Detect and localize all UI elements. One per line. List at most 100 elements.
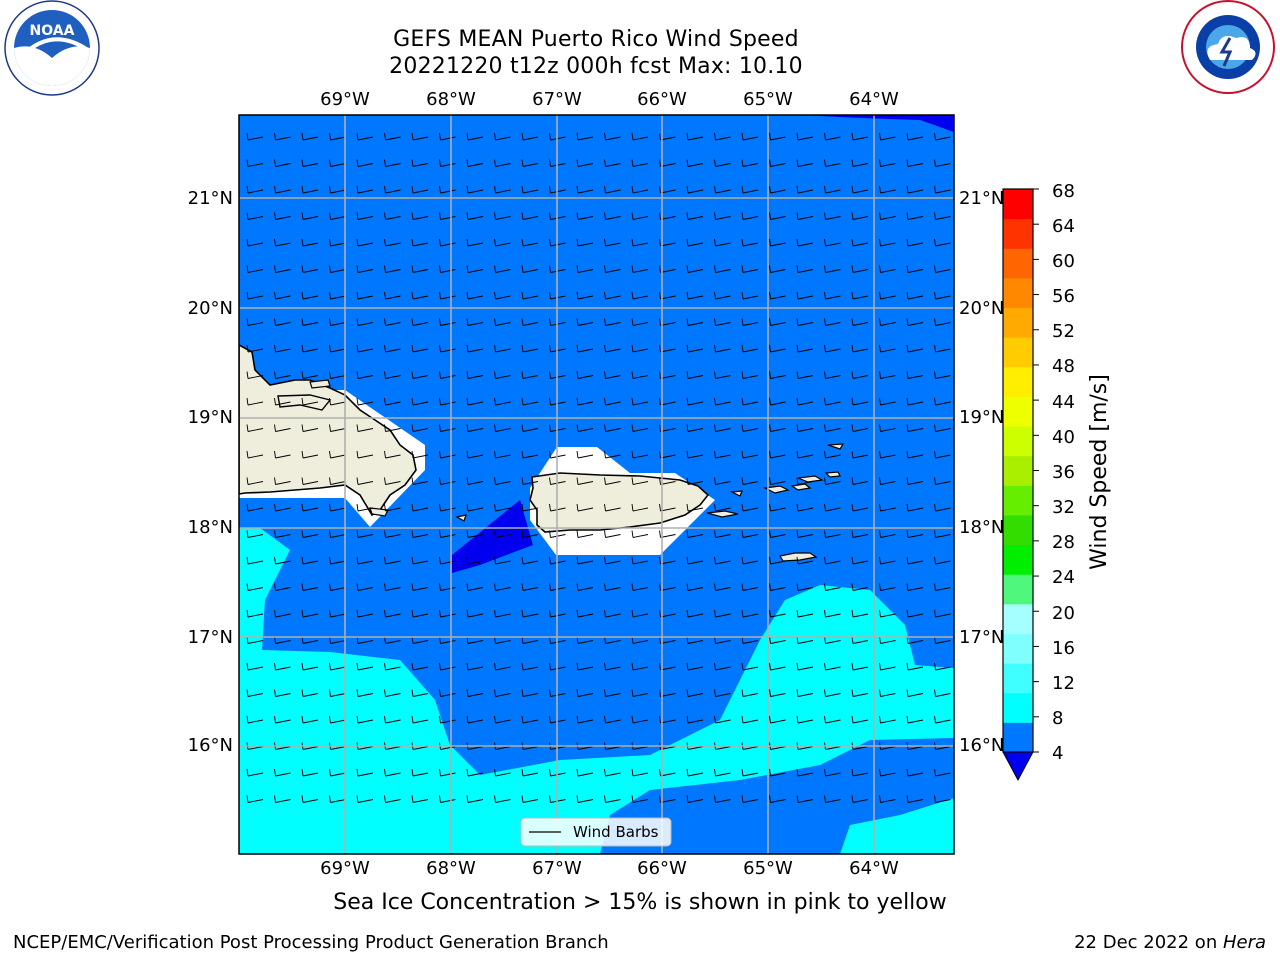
wind-barb <box>274 344 291 353</box>
wind-barb <box>494 795 511 803</box>
wind-barb <box>549 291 566 300</box>
footer-credit: NCEP/EMC/Verification Post Processing Pr… <box>13 932 609 953</box>
wind-barb <box>796 185 814 194</box>
wind-barb <box>494 397 511 406</box>
wind-barb <box>686 450 704 459</box>
wind-barb <box>411 477 429 485</box>
wind-barb <box>906 556 924 565</box>
wind-barb <box>851 477 869 485</box>
wind-barb <box>769 318 786 326</box>
wind-barb <box>576 477 594 485</box>
wind-barb <box>686 662 704 671</box>
wind-barb <box>521 583 539 591</box>
wind-barb <box>741 344 759 353</box>
wind-barb <box>659 265 676 273</box>
wind-barb <box>604 159 621 167</box>
wind-barb <box>714 556 731 565</box>
wind-barb <box>769 185 786 194</box>
wind-barb <box>906 795 924 803</box>
wind-barb <box>576 609 594 618</box>
wind-barb <box>851 318 869 326</box>
wind-barb <box>659 662 676 671</box>
wind-barb <box>576 238 594 247</box>
wind-barb <box>879 185 896 194</box>
wind-barb <box>411 265 429 273</box>
wind-barb <box>356 424 374 432</box>
wind-barb <box>879 238 896 247</box>
wind-barb <box>934 159 951 167</box>
wind-barb <box>934 212 951 220</box>
wind-barb <box>796 159 814 167</box>
footer-machine: Hera <box>1222 932 1266 953</box>
wind-barb <box>769 265 786 273</box>
wind-barb <box>411 503 429 512</box>
wind-barb <box>906 715 924 724</box>
land-vieques <box>706 510 739 518</box>
wind-barb <box>576 371 594 379</box>
lat-label-left: 17°N <box>188 627 233 648</box>
wind-barb <box>824 715 841 724</box>
colorbar-segment <box>1003 722 1033 753</box>
wind-barb <box>714 530 731 538</box>
wind-barb <box>604 583 621 591</box>
wind-barb <box>521 768 539 777</box>
wind-barb <box>384 424 401 432</box>
land-st-john <box>790 483 812 491</box>
wind-barb <box>879 424 896 432</box>
wind-barb <box>631 689 649 697</box>
wind-barb <box>411 132 429 141</box>
wind-barb <box>769 477 786 485</box>
wind-barb <box>576 450 594 459</box>
wind-barb <box>549 795 566 803</box>
wind-barb <box>274 397 291 406</box>
wind-barb <box>274 662 291 671</box>
wind-barb <box>356 318 374 326</box>
wind-barb <box>494 265 511 273</box>
wind-barb <box>824 318 841 326</box>
wind-barb <box>934 397 951 406</box>
wind-barb <box>604 556 621 565</box>
wind-barb <box>796 715 814 724</box>
axis-labels: 69°W 68°W 67°W 66°W 65°W 64°W 69°W 68°W … <box>188 89 1005 879</box>
wind-barb <box>356 477 374 485</box>
wind-barb <box>356 265 374 273</box>
wind-barb <box>494 662 511 671</box>
wind-barb <box>604 265 621 273</box>
wind-barb <box>274 715 291 724</box>
wind-barb <box>384 371 401 379</box>
wind-barb <box>301 344 319 353</box>
land-puerto-rico <box>529 472 710 533</box>
wind-barb <box>384 132 401 141</box>
wind-barb <box>934 689 951 697</box>
wind-barb <box>824 583 841 591</box>
wind-barb <box>824 185 841 194</box>
wind-barb <box>741 318 759 326</box>
wind-barb <box>549 450 566 459</box>
wind-barb <box>329 662 346 671</box>
wind-barb <box>274 185 291 194</box>
wind-barb <box>411 212 429 220</box>
colorbar-segment <box>1003 218 1033 249</box>
wind-barb <box>604 530 621 538</box>
wind-barb <box>274 291 291 300</box>
wind-barb <box>411 424 429 432</box>
wind-barb <box>824 689 841 697</box>
wind-barb <box>356 609 374 618</box>
wind-barb <box>686 344 704 353</box>
wind-barb <box>274 768 291 777</box>
colorbar-tick-label: 8 <box>1052 708 1063 729</box>
wind-barb <box>549 477 566 485</box>
wind-barb <box>329 689 346 697</box>
wind-barb <box>356 291 374 300</box>
wind-barb <box>439 530 456 538</box>
wind-barb <box>714 212 731 220</box>
wind-barb <box>934 715 951 724</box>
wind-barb <box>934 609 951 618</box>
wind-barb <box>246 159 264 167</box>
wind-barb <box>741 795 759 803</box>
wind-barb <box>576 159 594 167</box>
wind-barb <box>796 768 814 777</box>
wind-barb <box>796 583 814 591</box>
wind-barb <box>329 424 346 432</box>
wind-barb <box>384 715 401 724</box>
